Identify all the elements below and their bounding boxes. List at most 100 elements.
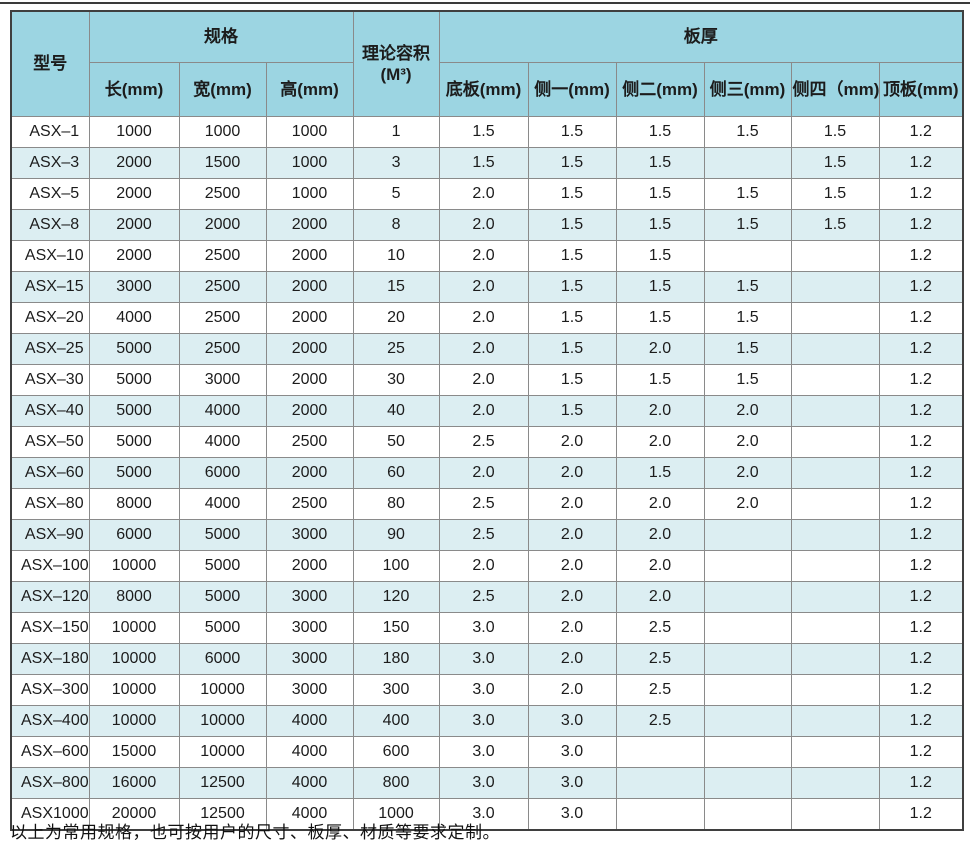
value-cell: 4000 bbox=[178, 488, 267, 520]
value-cell: 5 bbox=[352, 178, 440, 210]
value-cell: 2.0 bbox=[438, 333, 529, 365]
value-cell: 3.0 bbox=[438, 736, 529, 768]
value-cell: 2000 bbox=[88, 240, 180, 272]
col-header-height: 高(mm) bbox=[265, 62, 354, 117]
spec-table: 型号 规格 理论容积 (M³) 板厚 长(mm) 宽(mm) 高(mm) 底板(… bbox=[10, 10, 965, 831]
value-cell: 2.0 bbox=[703, 426, 792, 458]
value-cell: 1000 bbox=[352, 798, 440, 831]
col-header-side1: 侧一(mm) bbox=[527, 62, 617, 117]
value-cell: 10 bbox=[352, 240, 440, 272]
value-cell: 4000 bbox=[178, 426, 267, 458]
value-cell: 2.0 bbox=[615, 426, 705, 458]
value-cell: 2.0 bbox=[703, 395, 792, 427]
value-cell: 2.5 bbox=[615, 674, 705, 706]
value-cell bbox=[790, 395, 880, 427]
value-cell: 12500 bbox=[178, 767, 267, 799]
value-cell: 1.2 bbox=[878, 674, 964, 706]
value-cell bbox=[703, 736, 792, 768]
table-row: ASX–25 5000 2500 2000 25 2.0 1.5 2.0 1.5 1.2 bbox=[10, 333, 964, 365]
value-cell: 3000 bbox=[265, 674, 354, 706]
value-cell bbox=[790, 364, 880, 396]
value-cell bbox=[615, 736, 705, 768]
value-cell: 400 bbox=[352, 705, 440, 737]
value-cell: 10000 bbox=[88, 705, 180, 737]
value-cell: 1.2 bbox=[878, 612, 964, 644]
value-cell bbox=[790, 519, 880, 551]
value-cell: 8000 bbox=[88, 581, 180, 613]
value-cell: 2.0 bbox=[527, 426, 617, 458]
model-cell: ASX–60 bbox=[10, 457, 90, 489]
value-cell: 1000 bbox=[88, 116, 180, 148]
value-cell: 2500 bbox=[178, 240, 267, 272]
value-cell: 1.5 bbox=[703, 209, 792, 241]
value-cell: 1.5 bbox=[615, 147, 705, 179]
value-cell: 300 bbox=[352, 674, 440, 706]
value-cell: 2.0 bbox=[615, 395, 705, 427]
value-cell: 1.5 bbox=[790, 178, 880, 210]
value-cell: 2.0 bbox=[527, 457, 617, 489]
value-cell: 3000 bbox=[88, 271, 180, 303]
value-cell: 1000 bbox=[265, 178, 354, 210]
model-cell: ASX–120 bbox=[10, 581, 90, 613]
value-cell bbox=[703, 643, 792, 675]
value-cell: 10000 bbox=[178, 705, 267, 737]
value-cell: 2000 bbox=[178, 209, 267, 241]
value-cell: 1000 bbox=[178, 116, 267, 148]
value-cell: 2.0 bbox=[438, 240, 529, 272]
value-cell: 60 bbox=[352, 457, 440, 489]
table-row: ASX–1 1000 1000 1000 1 1.5 1.5 1.5 1.5 1.5 1.2 bbox=[10, 116, 964, 148]
model-cell: ASX–8 bbox=[10, 209, 90, 241]
value-cell: 5000 bbox=[178, 519, 267, 551]
value-cell: 2500 bbox=[178, 178, 267, 210]
value-cell: 1.5 bbox=[527, 116, 617, 148]
value-cell: 1.5 bbox=[527, 271, 617, 303]
value-cell bbox=[703, 798, 792, 831]
value-cell: 2.0 bbox=[438, 364, 529, 396]
value-cell: 1.5 bbox=[438, 147, 529, 179]
table-row: ASX–40 5000 4000 2000 40 2.0 1.5 2.0 2.0 1.2 bbox=[10, 395, 964, 427]
value-cell: 30 bbox=[352, 364, 440, 396]
value-cell: 1.5 bbox=[527, 302, 617, 334]
value-cell: 8000 bbox=[88, 488, 180, 520]
value-cell: 3.0 bbox=[527, 705, 617, 737]
model-cell: ASX–800 bbox=[10, 767, 90, 799]
table-row: ASX–10 2000 2500 2000 10 2.0 1.5 1.5 1.2 bbox=[10, 240, 964, 272]
value-cell: 2000 bbox=[265, 550, 354, 582]
table-row: ASX–300 10000 10000 3000 300 3.0 2.0 2.5 1.2 bbox=[10, 674, 964, 706]
value-cell: 3000 bbox=[265, 643, 354, 675]
value-cell: 3.0 bbox=[438, 643, 529, 675]
value-cell: 1.5 bbox=[527, 178, 617, 210]
value-cell: 2.0 bbox=[438, 395, 529, 427]
value-cell bbox=[790, 674, 880, 706]
value-cell: 2.5 bbox=[615, 705, 705, 737]
value-cell: 12500 bbox=[178, 798, 267, 831]
col-group-thickness: 板厚 bbox=[438, 10, 964, 63]
value-cell: 1.2 bbox=[878, 147, 964, 179]
value-cell: 2.0 bbox=[438, 457, 529, 489]
value-cell: 180 bbox=[352, 643, 440, 675]
value-cell: 2500 bbox=[265, 488, 354, 520]
value-cell: 2.0 bbox=[703, 488, 792, 520]
table-row: ASX–30 5000 3000 2000 30 2.0 1.5 1.5 1.5 1.2 bbox=[10, 364, 964, 396]
value-cell: 3.0 bbox=[438, 612, 529, 644]
value-cell: 2000 bbox=[265, 302, 354, 334]
table-row: ASX–50 5000 4000 2500 50 2.5 2.0 2.0 2.0 1.2 bbox=[10, 426, 964, 458]
col-header-volume: 理论容积 (M³) bbox=[352, 10, 440, 117]
value-cell: 3.0 bbox=[527, 767, 617, 799]
value-cell: 1.2 bbox=[878, 178, 964, 210]
value-cell: 3000 bbox=[265, 612, 354, 644]
table-header: 型号 规格 理论容积 (M³) 板厚 长(mm) 宽(mm) 高(mm) 底板(… bbox=[10, 10, 964, 117]
value-cell bbox=[615, 767, 705, 799]
value-cell: 1.2 bbox=[878, 240, 964, 272]
value-cell: 3.0 bbox=[438, 705, 529, 737]
value-cell: 2.5 bbox=[615, 612, 705, 644]
value-cell: 1.2 bbox=[878, 798, 964, 831]
value-cell: 3.0 bbox=[438, 767, 529, 799]
value-cell: 1.2 bbox=[878, 519, 964, 551]
value-cell: 4000 bbox=[265, 705, 354, 737]
value-cell: 1000 bbox=[265, 147, 354, 179]
value-cell: 10000 bbox=[88, 674, 180, 706]
value-cell: 90 bbox=[352, 519, 440, 551]
value-cell: 2.0 bbox=[527, 488, 617, 520]
value-cell: 1.5 bbox=[615, 302, 705, 334]
